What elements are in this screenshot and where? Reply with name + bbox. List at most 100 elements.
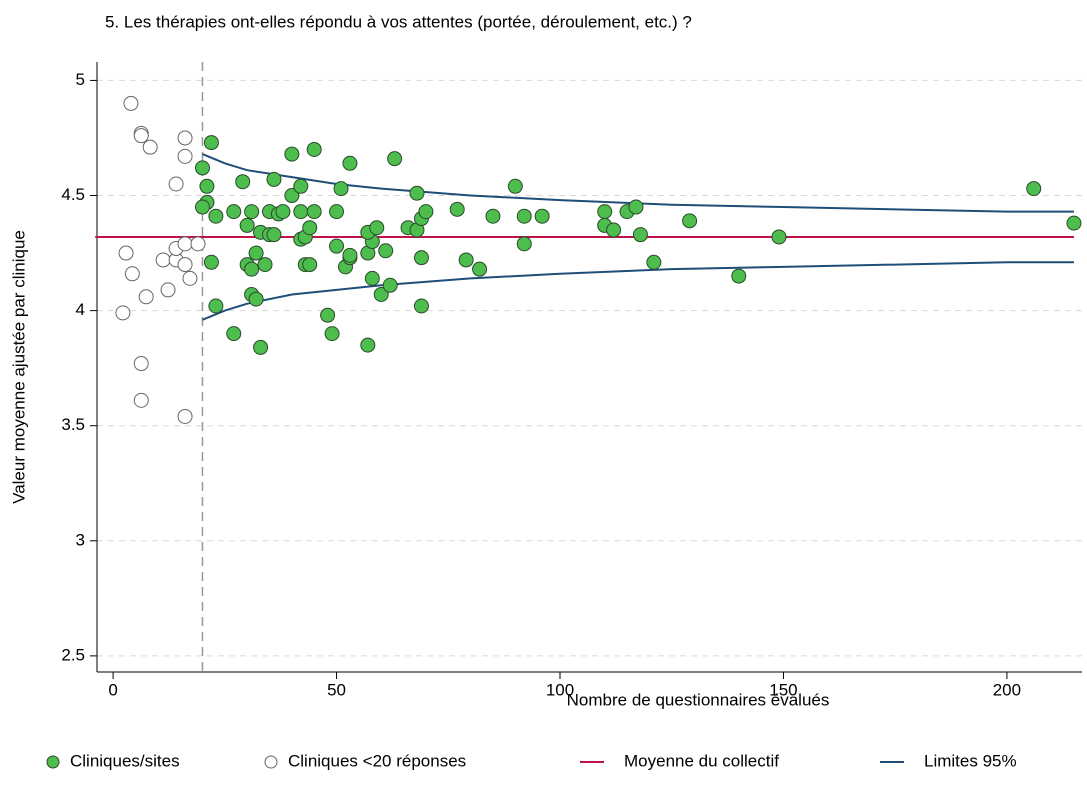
- data-point: [302, 257, 318, 273]
- data-point: [771, 229, 787, 245]
- data-point: [516, 208, 532, 224]
- data-point: [155, 252, 171, 268]
- data-point: [123, 95, 139, 111]
- data-point: [731, 268, 747, 284]
- data-point: [244, 261, 260, 277]
- legend-label: Cliniques <20 réponses: [288, 751, 466, 770]
- data-point: [124, 266, 140, 282]
- data-point: [118, 245, 134, 261]
- data-point: [293, 204, 309, 220]
- data-point: [369, 220, 385, 236]
- y-tick-label: 3: [76, 530, 85, 549]
- data-point: [333, 181, 349, 197]
- x-tick-label: 100: [546, 680, 574, 699]
- data-point: [203, 135, 219, 151]
- data-point: [507, 178, 523, 194]
- x-axis-label: Nombre de questionnaires évalués: [567, 690, 830, 709]
- data-point: [133, 128, 149, 144]
- data-point: [302, 220, 318, 236]
- data-point: [168, 176, 184, 192]
- data-point: [472, 261, 488, 277]
- data-point: [516, 236, 532, 252]
- data-point: [682, 213, 698, 229]
- data-point: [409, 185, 425, 201]
- data-point: [177, 130, 193, 146]
- data-point: [306, 204, 322, 220]
- data-point: [239, 217, 255, 233]
- data-point: [632, 227, 648, 243]
- data-point: [413, 298, 429, 314]
- data-point: [382, 277, 398, 293]
- y-tick-label: 4.5: [61, 185, 85, 204]
- data-point: [235, 174, 251, 190]
- legend-label: Cliniques/sites: [70, 751, 180, 770]
- data-point: [373, 286, 389, 302]
- data-point: [190, 236, 206, 252]
- data-point: [534, 208, 550, 224]
- data-point: [485, 208, 501, 224]
- y-axis-label: Valeur moyenne ajustée par clinique: [9, 230, 28, 504]
- data-point: [306, 141, 322, 157]
- data-point: [199, 178, 215, 194]
- data-point: [266, 171, 282, 187]
- data-point: [177, 236, 193, 252]
- data-point: [115, 305, 131, 321]
- data-point: [1066, 215, 1082, 231]
- data-point: [177, 257, 193, 273]
- x-tick-label: 200: [993, 680, 1021, 699]
- data-point: [364, 270, 380, 286]
- legend-label: Limites 95%: [924, 751, 1017, 770]
- data-point: [413, 250, 429, 266]
- data-point: [360, 337, 376, 353]
- data-point: [387, 151, 403, 167]
- x-tick-label: 50: [327, 680, 346, 699]
- data-point: [203, 254, 219, 270]
- data-point: [226, 326, 242, 342]
- data-point: [194, 160, 210, 176]
- data-point: [324, 326, 340, 342]
- y-tick-label: 3.5: [61, 415, 85, 434]
- data-point: [597, 204, 613, 220]
- data-point: [275, 204, 291, 220]
- data-point: [133, 392, 149, 408]
- data-point: [458, 252, 474, 268]
- data-point: [378, 243, 394, 259]
- data-point: [253, 339, 269, 355]
- data-point: [284, 188, 300, 204]
- data-point: [248, 291, 264, 307]
- data-point: [266, 227, 282, 243]
- data-point: [628, 199, 644, 215]
- data-point: [606, 222, 622, 238]
- chart-title: 5. Les thérapies ont-elles répondu à vos…: [105, 12, 692, 31]
- data-point: [133, 356, 149, 372]
- y-tick-label: 5: [76, 70, 85, 89]
- y-tick-label: 2.5: [61, 645, 85, 664]
- data-point: [257, 257, 273, 273]
- data-point: [293, 178, 309, 194]
- data-point: [342, 155, 358, 171]
- data-point: [342, 247, 358, 263]
- data-point: [449, 201, 465, 217]
- data-point: [284, 146, 300, 162]
- data-point: [329, 238, 345, 254]
- data-point: [177, 408, 193, 424]
- data-point: [320, 307, 336, 323]
- data-point: [138, 289, 154, 305]
- x-tick-label: 150: [769, 680, 797, 699]
- data-point: [244, 204, 260, 220]
- legend-marker: [46, 755, 60, 769]
- data-point: [248, 245, 264, 261]
- data-point: [226, 204, 242, 220]
- data-point: [194, 199, 210, 215]
- data-point: [418, 204, 434, 220]
- data-point: [329, 204, 345, 220]
- legend-marker: [264, 755, 278, 769]
- legend-label: Moyenne du collectif: [624, 751, 779, 770]
- y-tick-label: 4: [76, 300, 85, 319]
- data-point: [1026, 181, 1042, 197]
- data-point: [208, 298, 224, 314]
- data-point: [208, 208, 224, 224]
- data-point: [142, 139, 158, 155]
- series-line: [202, 261, 1074, 321]
